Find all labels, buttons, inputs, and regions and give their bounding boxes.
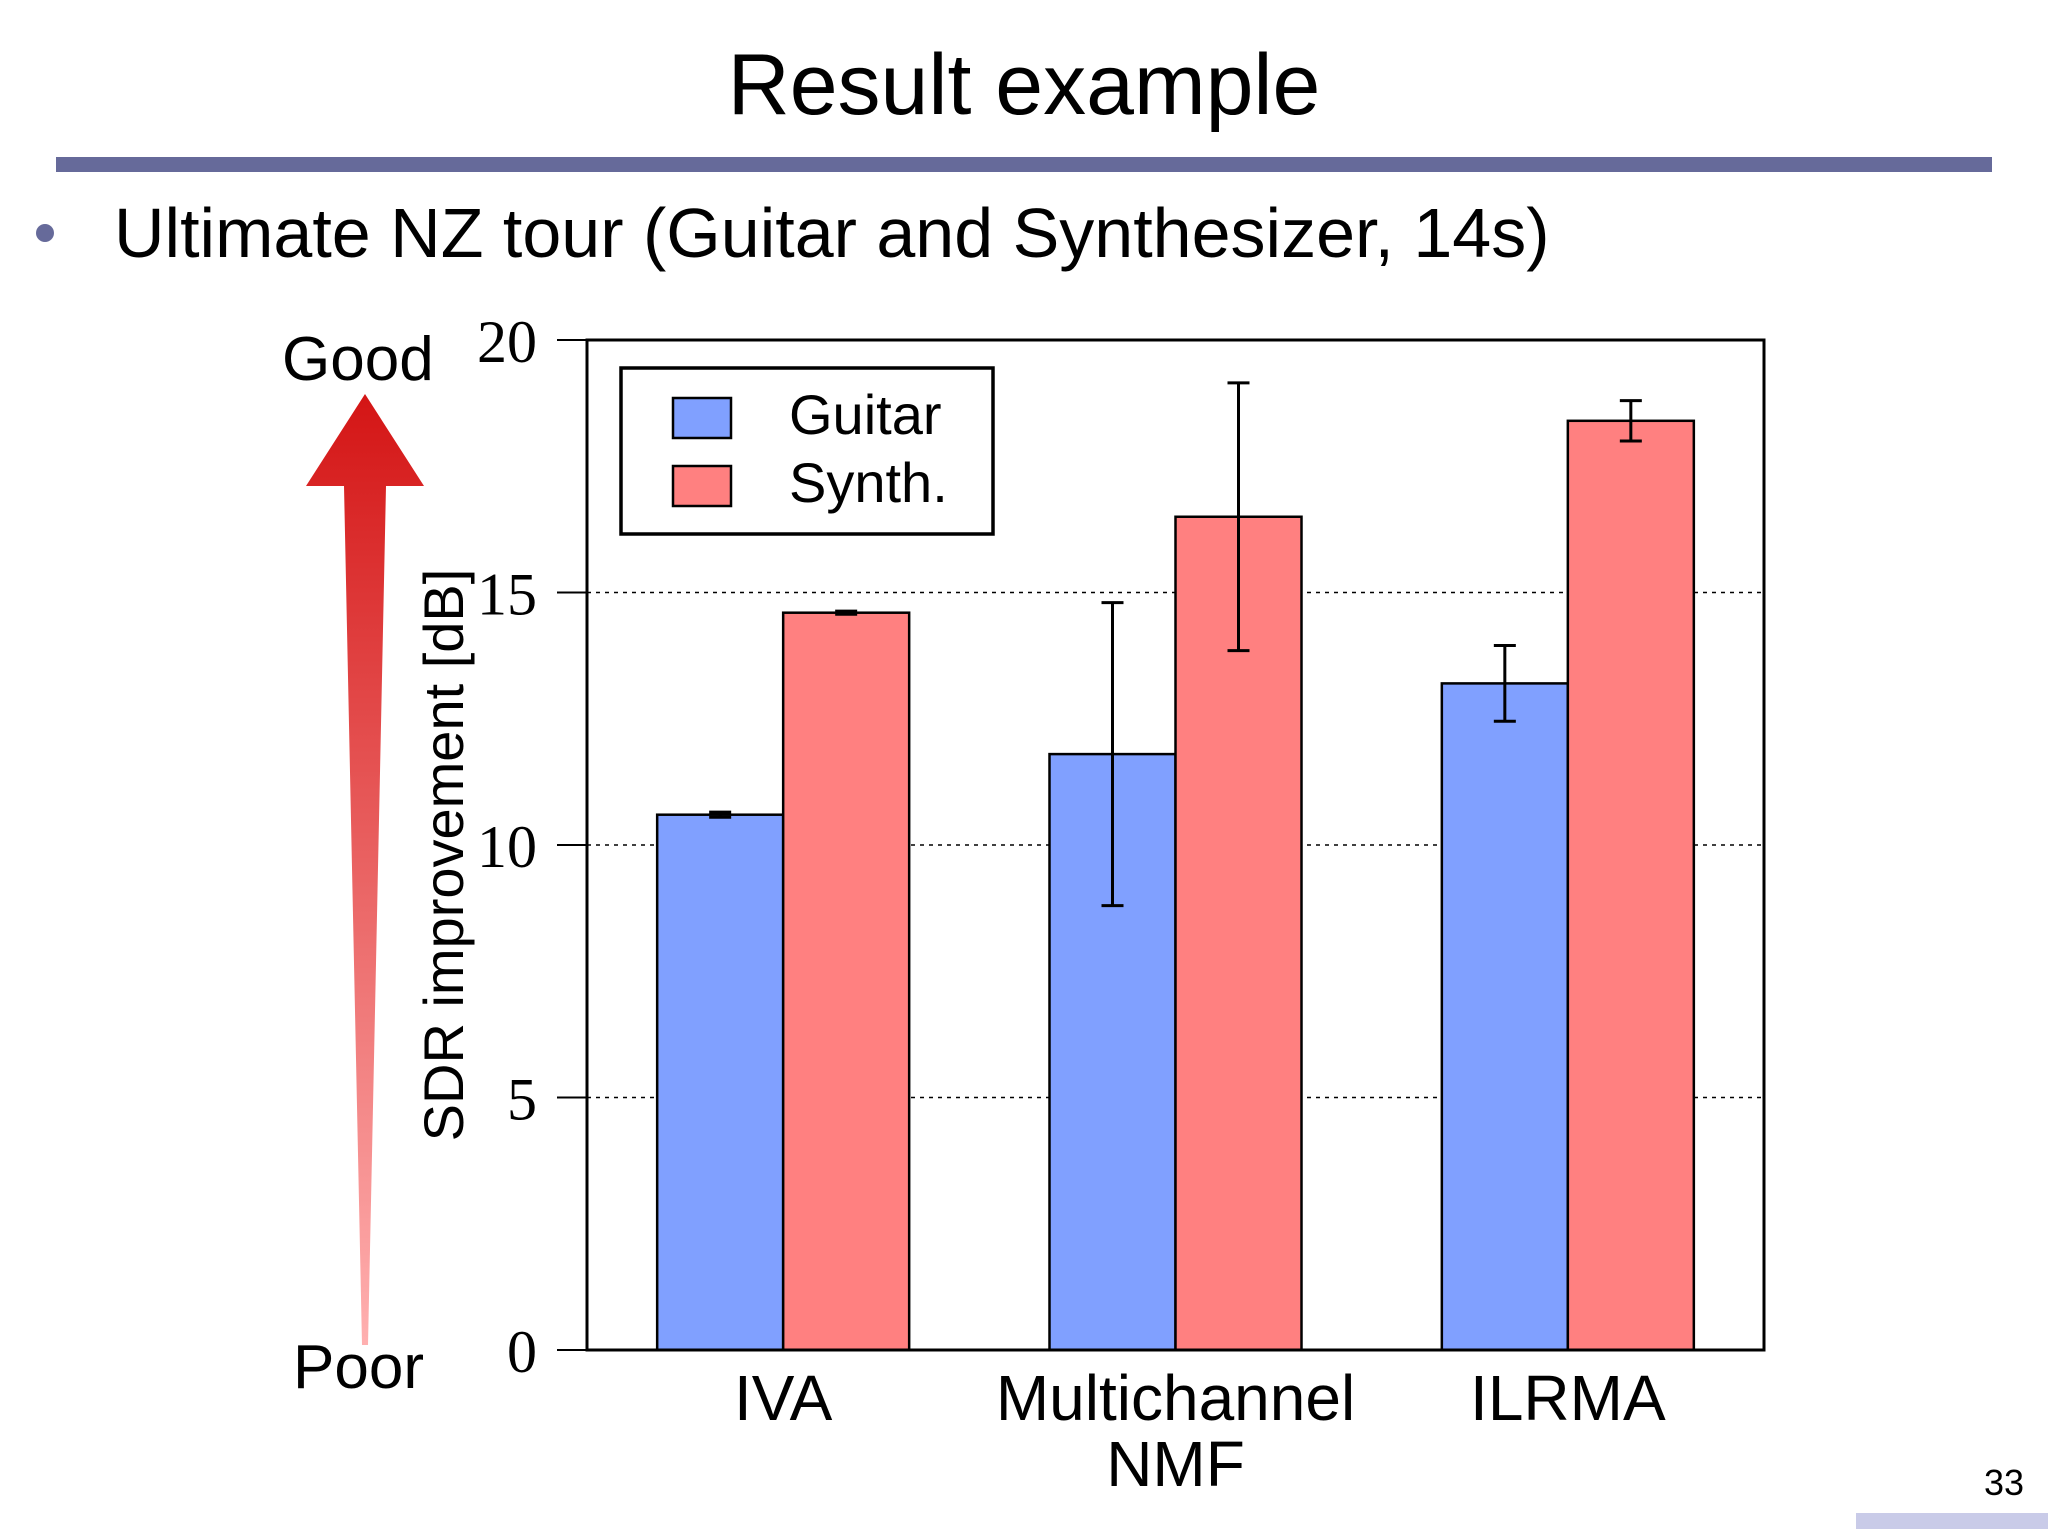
y-tick-label: 5 (507, 1067, 537, 1133)
x-tick-label: ILRMA (1470, 1362, 1666, 1434)
bullet-dot-icon (36, 224, 54, 242)
y-axis-label: SDR improvement [dB] (412, 569, 475, 1142)
good-label: Good (282, 325, 434, 394)
bar-guitar (1440, 682, 1570, 1352)
y-tick-label: 20 (477, 309, 537, 375)
legend-label: Guitar (789, 383, 942, 446)
bar-synth (1566, 419, 1696, 1352)
x-tick-label: Multichannel NMF (996, 1362, 1355, 1500)
legend-swatch (671, 396, 733, 440)
legend-swatch (671, 464, 733, 508)
y-tick-label: 10 (477, 814, 537, 880)
bar-synth (781, 611, 911, 1352)
poor-label: Poor (293, 1333, 424, 1402)
bar-synth (1174, 515, 1303, 1352)
bar-guitar (655, 813, 785, 1352)
y-tick-label: 0 (507, 1319, 537, 1385)
x-tick-label: IVA (734, 1362, 833, 1434)
bullet-item: Ultimate NZ tour (Guitar and Synthesizer… (36, 188, 1550, 278)
page-number: 33 (1983, 1462, 2024, 1503)
bullet-text: Ultimate NZ tour (Guitar and Synthesizer… (114, 194, 1550, 272)
plot-frame (585, 338, 1766, 1352)
quality-arrow-icon (306, 394, 424, 1345)
arrow-shape (306, 394, 424, 1345)
corner-accent-bar (1856, 1513, 2048, 1529)
slide-title: Result example (727, 37, 1321, 133)
title-divider (56, 157, 1992, 172)
legend-label: Synth. (789, 451, 948, 514)
y-tick-label: 15 (477, 562, 537, 628)
